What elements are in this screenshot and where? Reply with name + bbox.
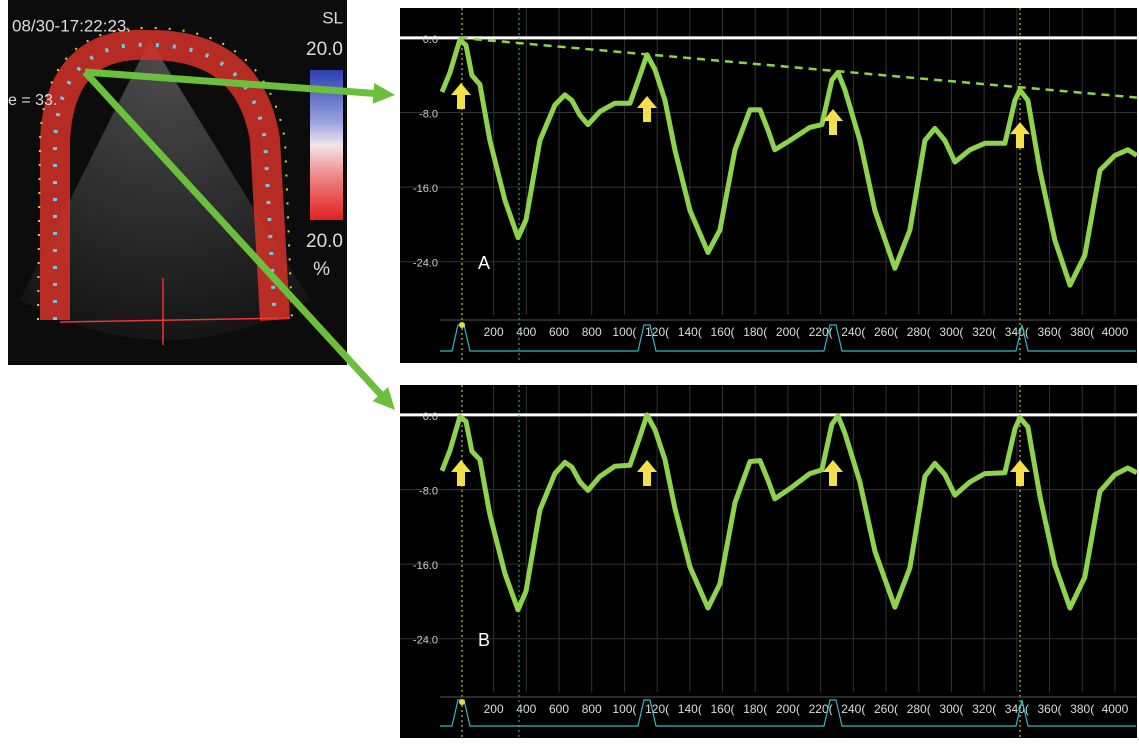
x-tick-label: 200( (776, 325, 800, 339)
y-tick-label: -8.0 (419, 108, 438, 120)
x-tick-label: 100( (612, 702, 636, 716)
panel-background (400, 385, 1137, 738)
figure: 08/30-17:22:23. SL 20.0 20.0 % e = 33. 2… (0, 0, 1139, 740)
x-tick-label: 600 (549, 702, 569, 716)
depth-label: e = 33. (8, 92, 57, 109)
x-tick-label: 180( (743, 702, 767, 716)
panel-label: B (478, 630, 490, 650)
x-tick-label: 4000 (1102, 325, 1129, 339)
panel-background (400, 8, 1137, 363)
x-tick-label: 200 (484, 702, 504, 716)
x-tick-label: 100( (612, 325, 636, 339)
scale-max: 20.0 (306, 39, 343, 60)
x-tick-label: 280( (907, 325, 931, 339)
x-tick-label: 800 (582, 702, 602, 716)
x-tick-label: 400 (516, 325, 536, 339)
y-tick-label: -8.0 (419, 485, 438, 497)
y-tick-label: -24.0 (413, 258, 438, 270)
x-tick-label: 300( (939, 702, 963, 716)
x-tick-label: 260( (874, 702, 898, 716)
pointer-arrowhead (373, 83, 395, 104)
y-tick-label: -24.0 (413, 635, 438, 647)
x-tick-label: 320( (972, 702, 996, 716)
x-tick-label: 400 (516, 702, 536, 716)
x-tick-label: 800 (582, 325, 602, 339)
x-tick-label: 140( (678, 325, 702, 339)
echo-image: 08/30-17:22:23. SL 20.0 20.0 % e = 33. (8, 0, 347, 365)
x-tick-label: 4000 (1102, 702, 1129, 716)
x-tick-label: 380( (1070, 325, 1094, 339)
panel-label: A (478, 253, 490, 273)
x-tick-label: 240( (841, 702, 865, 716)
x-tick-label: 300( (939, 325, 963, 339)
x-tick-label: 600 (549, 325, 569, 339)
unit-label: % (313, 259, 330, 280)
x-tick-label: 260( (874, 325, 898, 339)
x-tick-label: 160( (711, 702, 735, 716)
mode-label: SL (322, 8, 343, 27)
y-tick-label: -16.0 (413, 560, 438, 572)
x-tick-label: 240( (841, 325, 865, 339)
x-tick-label: 120( (645, 325, 669, 339)
x-tick-label: 200( (776, 702, 800, 716)
x-tick-label: 280( (907, 702, 931, 716)
y-tick-label: 0.0 (423, 411, 438, 423)
scale-min: 20.0 (306, 231, 343, 252)
x-tick-label: 360( (1038, 325, 1062, 339)
y-tick-label: -16.0 (413, 183, 438, 195)
timestamp: 08/30-17:22:23. (12, 16, 131, 35)
x-tick-label: 360( (1038, 702, 1062, 716)
x-tick-label: 320( (972, 325, 996, 339)
x-tick-label: 200 (484, 325, 504, 339)
ecg-marker (459, 699, 465, 705)
x-tick-label: 140( (678, 702, 702, 716)
x-tick-label: 160( (711, 325, 735, 339)
x-tick-label: 380( (1070, 702, 1094, 716)
x-tick-label: 180( (743, 325, 767, 339)
x-tick-label: 120( (645, 702, 669, 716)
ecg-marker (459, 322, 465, 328)
y-tick-label: 0.0 (423, 34, 438, 46)
